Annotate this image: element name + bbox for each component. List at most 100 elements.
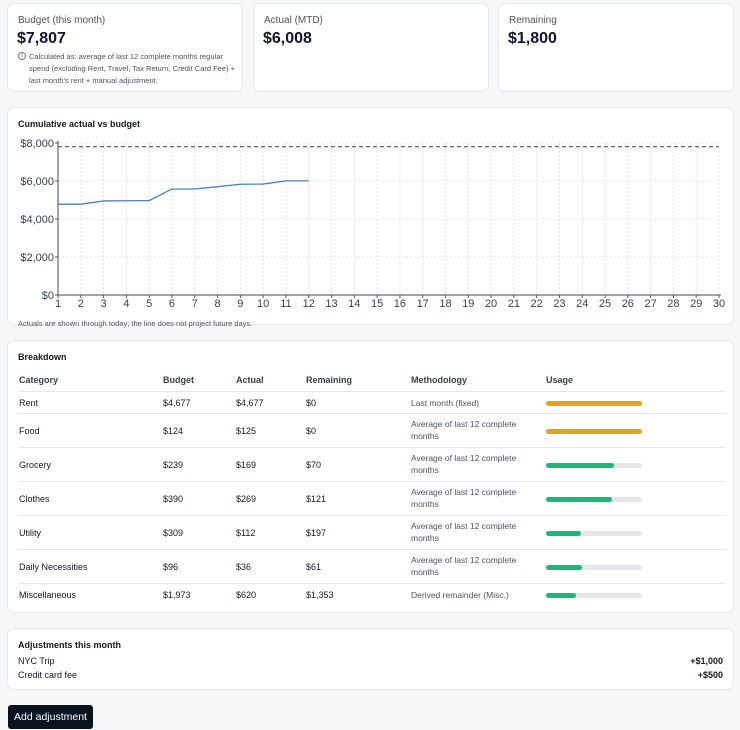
x-tick-label: 16 [394, 298, 406, 310]
x-tick-label: 1 [55, 298, 61, 310]
usage-bar-fill [546, 429, 642, 434]
usage-bar-fill [546, 565, 583, 570]
x-tick-label: 30 [713, 298, 725, 310]
remaining-value: $1,800 [508, 30, 557, 47]
cell-remaining: $1,353 [306, 590, 334, 600]
budget-note: Calculated as: average of last 12 comple… [29, 52, 236, 85]
cell-remaining: $70 [306, 460, 322, 470]
adjustment-label: NYC Trip [18, 656, 55, 666]
cell-budget: $4,677 [163, 398, 191, 408]
cell-remaining: $0 [306, 426, 317, 436]
adjustments-card: Adjustments this month NYC Trip +$1,000 … [7, 628, 734, 690]
cell-remaining: $197 [306, 528, 327, 538]
cell-category: Clothes [19, 494, 50, 504]
usage-bar-fill [546, 593, 576, 598]
breakdown-table: Category Budget Actual Remaining Methodo… [18, 369, 726, 606]
cell-methodology: Derived remainder (Misc.) [411, 590, 509, 600]
adjustment-item: Credit card fee +$500 [18, 670, 723, 680]
cell-budget: $390 [163, 494, 184, 504]
actual-value: $6,008 [263, 30, 312, 47]
cell-actual: $620 [236, 590, 257, 600]
actual-series-line [58, 180, 309, 205]
cell-budget: $124 [163, 426, 184, 436]
usage-bar-fill [546, 463, 615, 468]
y-tick-label: $2,000 [20, 252, 54, 264]
table-row: Food $124 $125 $0 Average of last 12 complet… [18, 414, 726, 448]
cell-actual: $169 [236, 460, 257, 470]
y-tick-label: $8,000 [20, 138, 54, 150]
usage-bar-fill [546, 531, 581, 536]
x-tick-label: 28 [667, 298, 679, 310]
header-usage: Usage [546, 375, 574, 385]
x-tick-label: 14 [348, 298, 360, 310]
header-category: Category [19, 375, 59, 385]
cell-budget: $239 [163, 460, 184, 470]
cell-category: Utility [19, 528, 41, 538]
x-tick-label: 25 [599, 298, 611, 310]
usage-bar [546, 565, 642, 570]
cell-actual: $269 [236, 494, 257, 504]
x-tick-label: 11 [280, 298, 291, 310]
remaining-card: Remaining $1,800 [498, 3, 734, 92]
chart-footnote: Actuals are shown through today; the lin… [18, 319, 253, 328]
cell-category: Grocery [19, 460, 52, 470]
y-tick-label: $0 [42, 290, 54, 302]
table-row: Utility $309 $112 $197 Average of last 12 co… [18, 516, 726, 550]
x-tick-label: 23 [553, 298, 565, 310]
x-tick-label: 3 [101, 298, 107, 310]
usage-bar-fill [546, 497, 613, 502]
usage-bar [546, 429, 642, 434]
x-tick-label: 2 [78, 298, 84, 310]
x-tick-label: 22 [531, 298, 543, 310]
usage-bar [546, 531, 642, 536]
y-tick-label: $4,000 [20, 214, 54, 226]
table-row: Clothes $390 $269 $121 Average of last 12 co… [18, 482, 726, 516]
breakdown-title: Breakdown [18, 352, 67, 362]
x-tick-label: 7 [192, 298, 198, 310]
x-tick-label: 17 [417, 298, 429, 310]
x-tick-label: 10 [257, 298, 269, 310]
cell-remaining: $121 [306, 494, 327, 504]
cell-remaining: $61 [306, 562, 322, 572]
actual-label: Actual (MTD) [264, 15, 323, 26]
chart-title: Cumulative actual vs budget [18, 119, 141, 129]
cell-budget: $1,973 [163, 590, 191, 600]
x-tick-label: 29 [690, 298, 702, 310]
breakdown-card: Breakdown Category Budget Actual Remaini… [7, 340, 734, 613]
x-tick-label: 18 [439, 298, 451, 310]
cell-actual: $4,677 [236, 398, 264, 408]
usage-bar [546, 401, 642, 406]
table-row: Rent $4,677 $4,677 $0 Last month (fixed) [18, 392, 726, 414]
add-adjustment-button[interactable]: Add adjustment [8, 705, 93, 729]
cell-methodology: Average of last 12 complete months [411, 419, 517, 441]
adjustment-amount: +$1,000 [690, 656, 723, 666]
cell-category: Rent [19, 398, 39, 408]
usage-bar [546, 497, 642, 502]
header-methodology: Methodology [411, 375, 467, 385]
cell-methodology: Average of last 12 complete months [411, 453, 517, 475]
cell-methodology: Average of last 12 complete months [411, 521, 517, 543]
cell-category: Miscellaneous [19, 590, 77, 600]
info-icon: i [18, 52, 26, 60]
budget-card: Budget (this month) $7,807 i Calculated … [7, 3, 243, 92]
budget-label: Budget (this month) [18, 15, 106, 26]
cell-methodology: Last month (fixed) [411, 398, 480, 408]
table-row: Daily Necessities $96 $36 $61 Average of las… [18, 550, 726, 584]
x-tick-label: 19 [462, 298, 474, 310]
cell-category: Daily Necessities [19, 562, 88, 572]
adjustment-label: Credit card fee [18, 670, 78, 680]
x-tick-label: 8 [214, 298, 220, 310]
table-body: Rent $4,677 $4,677 $0 Last month (fixed) Food… [18, 392, 726, 606]
cell-methodology: Average of last 12 complete months [411, 555, 517, 577]
cell-actual: $125 [236, 426, 257, 436]
header-budget: Budget [163, 375, 194, 385]
x-tick-label: 24 [576, 298, 588, 310]
chart-card: Cumulative actual vs budget $0 $2,000 $4,0… [7, 107, 734, 328]
actual-card: Actual (MTD) $6,008 [253, 3, 489, 92]
x-tick-label: 21 [508, 298, 520, 310]
cell-actual: $36 [236, 562, 252, 572]
budget-value: $7,807 [17, 30, 66, 47]
usage-bar [546, 593, 642, 598]
cell-category: Food [19, 426, 40, 436]
